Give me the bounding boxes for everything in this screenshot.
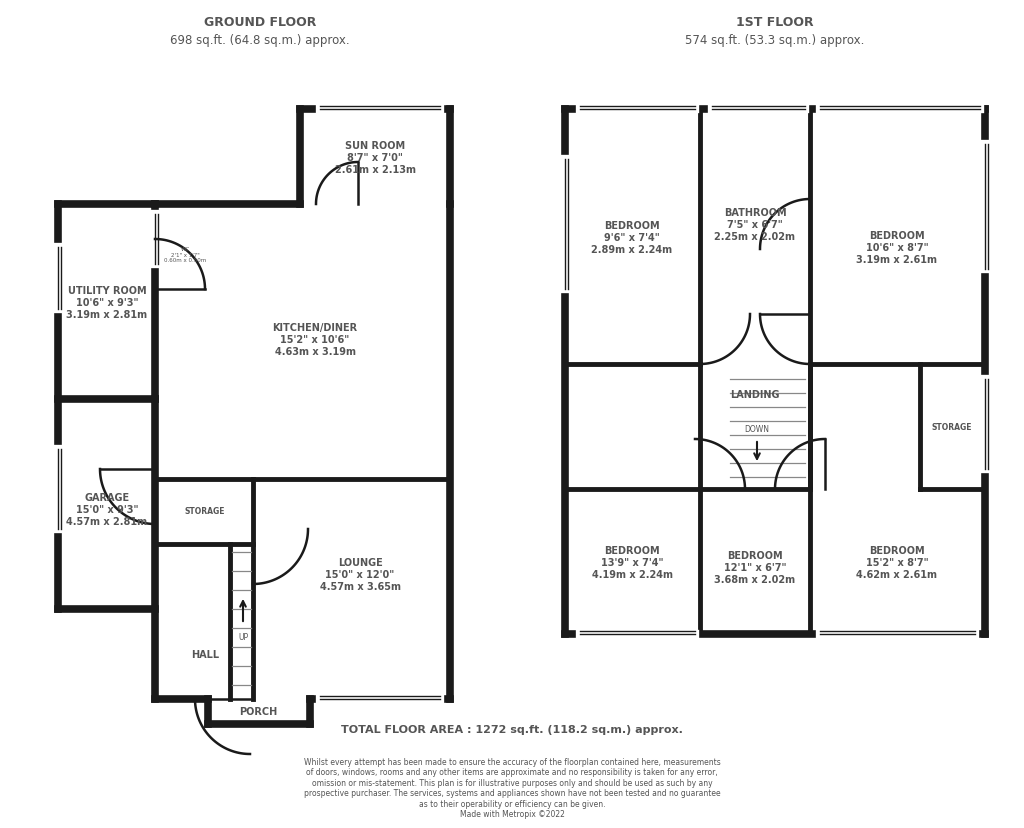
Text: 574 sq.ft. (53.3 sq.m.) approx.: 574 sq.ft. (53.3 sq.m.) approx. — [685, 33, 864, 46]
Text: PORCH: PORCH — [239, 706, 278, 716]
Text: KITCHEN/DINER
15'2" x 10'6"
4.63m x 3.19m: KITCHEN/DINER 15'2" x 10'6" 4.63m x 3.19… — [272, 323, 357, 356]
Text: BEDROOM
10'6" x 8'7"
3.19m x 2.61m: BEDROOM 10'6" x 8'7" 3.19m x 2.61m — [856, 231, 938, 264]
Text: 1ST FLOOR: 1ST FLOOR — [736, 16, 814, 28]
Text: UTILITY ROOM
10'6" x 9'3"
3.19m x 2.81m: UTILITY ROOM 10'6" x 9'3" 3.19m x 2.81m — [67, 286, 147, 320]
Text: DOWN: DOWN — [744, 425, 769, 434]
Text: 698 sq.ft. (64.8 sq.m.) approx.: 698 sq.ft. (64.8 sq.m.) approx. — [170, 33, 350, 46]
Text: BEDROOM
12'1" x 6'7"
3.68m x 2.02m: BEDROOM 12'1" x 6'7" 3.68m x 2.02m — [715, 551, 796, 584]
Text: GROUND FLOOR: GROUND FLOOR — [204, 16, 316, 28]
Text: HALL: HALL — [190, 649, 219, 659]
Text: STORAGE: STORAGE — [184, 507, 225, 516]
Text: BEDROOM
9'6" x 7'4"
2.89m x 2.24m: BEDROOM 9'6" x 7'4" 2.89m x 2.24m — [592, 221, 673, 254]
Text: LOUNGE
15'0" x 12'0"
4.57m x 3.65m: LOUNGE 15'0" x 12'0" 4.57m x 3.65m — [319, 558, 400, 591]
Text: UP: UP — [238, 633, 248, 642]
Text: WC
2'1" x 1'7"
0.60m x 0.50m: WC 2'1" x 1'7" 0.60m x 0.50m — [164, 247, 206, 263]
Text: BEDROOM
15'2" x 8'7"
4.62m x 2.61m: BEDROOM 15'2" x 8'7" 4.62m x 2.61m — [856, 546, 938, 579]
Text: BEDROOM
13'9" x 7'4"
4.19m x 2.24m: BEDROOM 13'9" x 7'4" 4.19m x 2.24m — [592, 546, 673, 579]
Text: GARAGE
15'0" x 9'3"
4.57m x 2.81m: GARAGE 15'0" x 9'3" 4.57m x 2.81m — [67, 493, 147, 526]
Text: BATHROOM
7'5" x 6'7"
2.25m x 2.02m: BATHROOM 7'5" x 6'7" 2.25m x 2.02m — [715, 208, 796, 241]
Text: LANDING: LANDING — [730, 389, 779, 400]
Text: SUN ROOM
8'7" x 7'0"
2.61m x 2.13m: SUN ROOM 8'7" x 7'0" 2.61m x 2.13m — [335, 142, 416, 175]
Text: Whilst every attempt has been made to ensure the accuracy of the floorplan conta: Whilst every attempt has been made to en… — [304, 757, 720, 818]
Text: STORAGE: STORAGE — [932, 423, 972, 432]
Text: TOTAL FLOOR AREA : 1272 sq.ft. (118.2 sq.m.) approx.: TOTAL FLOOR AREA : 1272 sq.ft. (118.2 sq… — [341, 724, 683, 734]
